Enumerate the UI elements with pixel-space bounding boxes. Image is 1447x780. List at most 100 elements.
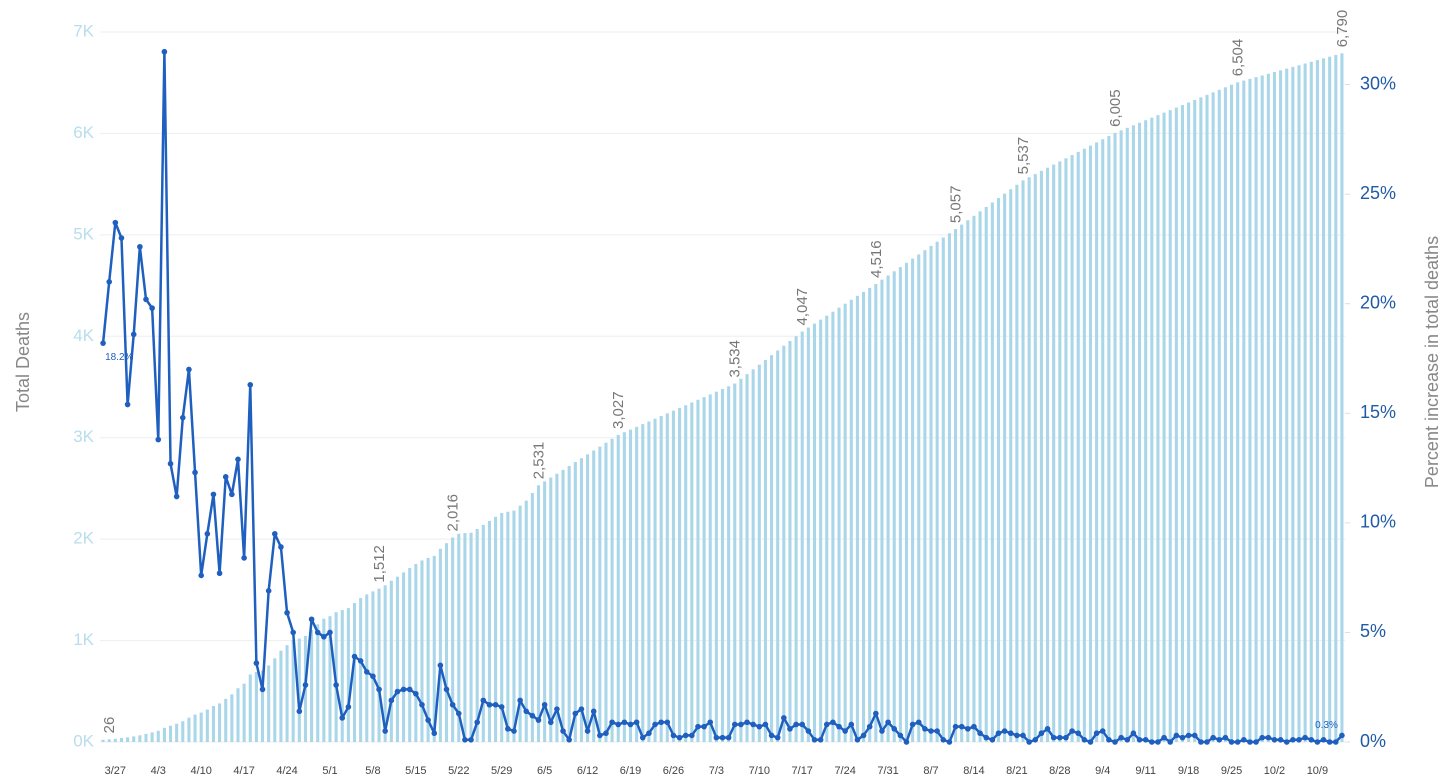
- line-point: [1241, 737, 1247, 743]
- line-point: [1333, 739, 1339, 745]
- bar: [1150, 117, 1154, 742]
- line-point: [891, 726, 898, 732]
- bar: [500, 512, 504, 742]
- line-point: [682, 732, 689, 739]
- bar: [444, 543, 449, 742]
- bar: [978, 211, 982, 743]
- x-tick-label: 7/24: [834, 765, 855, 777]
- bar: [763, 359, 767, 742]
- line-point: [1112, 739, 1118, 745]
- line-point: [903, 739, 910, 745]
- bar: [1291, 66, 1295, 743]
- bar: [1162, 112, 1166, 742]
- x-tick-label: 10/9: [1307, 765, 1328, 777]
- bar: [923, 250, 927, 742]
- bar: [960, 224, 964, 742]
- line-point: [738, 721, 744, 728]
- bar: [1328, 56, 1332, 742]
- bar: [359, 597, 363, 742]
- bar: [800, 331, 804, 742]
- line-point: [670, 732, 677, 739]
- bar-value-label: 2,531: [530, 442, 547, 480]
- line-point: [1247, 739, 1253, 745]
- line-point: [1014, 732, 1020, 739]
- line-point: [1185, 732, 1192, 739]
- bar: [402, 572, 406, 742]
- bar: [107, 739, 111, 742]
- bar: [874, 283, 878, 742]
- bar: [794, 336, 798, 742]
- line-point: [351, 653, 358, 660]
- line-point: [866, 723, 873, 730]
- bar: [684, 405, 688, 742]
- line-point: [462, 737, 468, 743]
- x-tick-label: 4/24: [276, 765, 297, 777]
- line-point: [505, 726, 511, 732]
- bar: [224, 698, 228, 742]
- bar: [598, 446, 602, 742]
- bar: [322, 618, 326, 742]
- line-point: [873, 710, 879, 717]
- y-tick-label: 1K: [73, 630, 94, 649]
- bar: [371, 591, 375, 742]
- line-point: [143, 296, 149, 303]
- line-point: [1259, 734, 1266, 741]
- bar: [727, 386, 731, 742]
- bar: [690, 402, 694, 742]
- line-point: [793, 721, 799, 728]
- bar: [328, 616, 332, 742]
- bar: [837, 307, 841, 742]
- bar-value-label: 2,016: [445, 494, 462, 532]
- line-point: [995, 730, 1002, 737]
- line-point: [639, 734, 646, 741]
- y2-tick-label: 20%: [1360, 292, 1396, 312]
- bar: [1052, 164, 1056, 742]
- x-tick-label: 8/14: [963, 765, 984, 777]
- line-point: [376, 686, 382, 693]
- line-point: [603, 730, 609, 737]
- x-tick-label: 8/7: [923, 765, 938, 777]
- line-point: [474, 719, 480, 726]
- bar: [414, 563, 418, 742]
- bar: [929, 245, 933, 743]
- bar: [1199, 97, 1203, 742]
- line-point: [100, 340, 106, 346]
- line-point: [1118, 734, 1124, 741]
- line-point: [609, 719, 615, 726]
- bar: [1095, 142, 1099, 743]
- bar: [248, 674, 252, 742]
- bar: [487, 520, 491, 742]
- bar: [592, 450, 596, 742]
- line-point: [1136, 737, 1143, 743]
- bar-value-label: 6,504: [1230, 39, 1247, 77]
- bar: [714, 391, 718, 742]
- x-tick-label: 5/8: [365, 765, 380, 777]
- bar: [628, 429, 633, 742]
- line-point: [1234, 739, 1241, 745]
- bar: [1156, 115, 1160, 742]
- bar: [1138, 122, 1142, 743]
- line-point: [971, 723, 977, 730]
- x-tick-label: 9/25: [1221, 765, 1242, 777]
- bar: [432, 555, 436, 742]
- bar: [138, 735, 142, 742]
- line-point: [744, 719, 750, 726]
- line-point: [756, 723, 763, 730]
- line-point: [511, 728, 517, 734]
- line-point: [652, 721, 658, 728]
- bar: [579, 458, 583, 742]
- bar: [1076, 151, 1080, 743]
- bar: [1242, 80, 1246, 742]
- bar: [1315, 60, 1319, 743]
- bar: [1046, 167, 1050, 742]
- bar: [352, 603, 357, 742]
- line-point: [1277, 737, 1284, 743]
- x-tick-label: 6/12: [577, 765, 598, 777]
- line-point: [1302, 734, 1308, 741]
- bar: [678, 407, 682, 742]
- bar-value-label: 6,790: [1334, 10, 1351, 48]
- bar: [647, 421, 651, 742]
- bar: [543, 481, 547, 742]
- bar: [1340, 53, 1344, 743]
